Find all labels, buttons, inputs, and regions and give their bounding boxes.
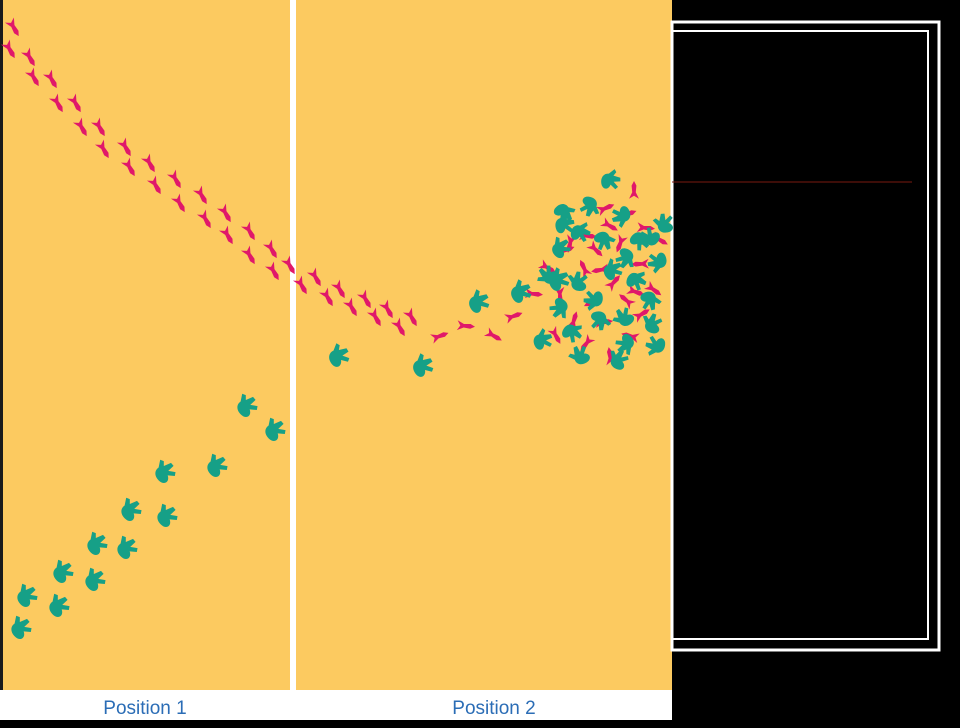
slide-frame-inner xyxy=(671,30,929,640)
caption-position-1: Position 1 xyxy=(103,698,187,719)
slide-frame-outer xyxy=(670,20,941,652)
caption-position-2: Position 2 xyxy=(452,698,536,719)
caption-strip xyxy=(0,690,672,720)
panel-left-edge xyxy=(0,0,3,690)
position-divider xyxy=(290,0,296,690)
